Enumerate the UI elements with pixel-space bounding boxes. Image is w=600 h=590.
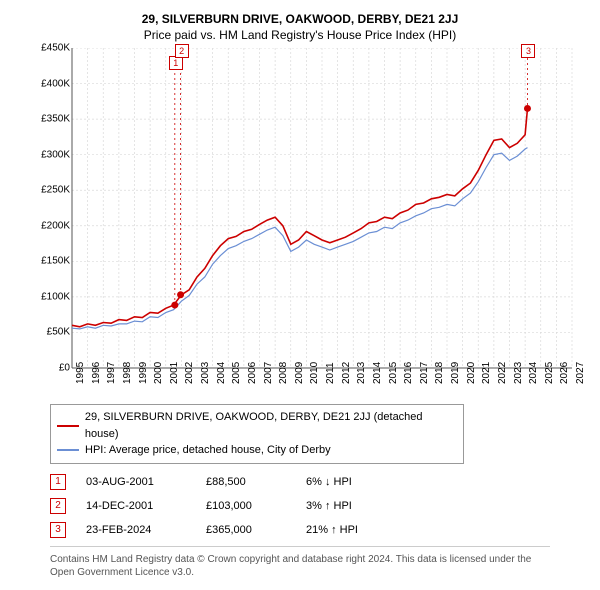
legend-label: HPI: Average price, detached house, City…: [85, 442, 331, 459]
title-address: 29, SILVERBURN DRIVE, OAKWOOD, DERBY, DE…: [10, 12, 590, 26]
x-tick-label: 2007: [263, 362, 274, 384]
transaction-list: 1 03-AUG-2001 £88,500 6% ↓ HPI 2 14-DEC-2001 £…: [50, 474, 590, 538]
x-tick-label: 2027: [575, 362, 586, 384]
x-tick-label: 2009: [294, 362, 305, 384]
transaction-date: 03-AUG-2001: [86, 476, 186, 488]
x-tick-label: 2011: [325, 362, 336, 384]
x-tick-label: 2006: [247, 362, 258, 384]
y-tick-label: £50K: [47, 327, 70, 338]
legend-swatch: [57, 449, 79, 451]
transaction-row: 2 14-DEC-2001 £103,000 3% ↑ HPI: [50, 498, 590, 514]
x-tick-label: 2005: [231, 362, 242, 384]
y-tick-label: £0: [59, 363, 70, 374]
legend-swatch: [57, 425, 79, 427]
y-tick-label: £400K: [41, 78, 70, 89]
chart-area: £0 £50K £100K £150K £200K £250K £300K £350K £400…: [20, 48, 580, 398]
transaction-marker: 3: [50, 522, 66, 538]
x-tick-label: 1998: [122, 362, 133, 384]
transaction-marker: 1: [50, 474, 66, 490]
annotation-marker: 3: [521, 44, 535, 58]
x-tick-label: 2008: [278, 362, 289, 384]
x-tick-label: 2022: [497, 362, 508, 384]
x-tick-label: 2012: [341, 362, 352, 384]
annotation-marker: 1: [169, 56, 183, 70]
transaction-price: £88,500: [206, 476, 286, 488]
x-tick-label: 2003: [200, 362, 211, 384]
transaction-date: 23-FEB-2024: [86, 524, 186, 536]
y-tick-label: £250K: [41, 185, 70, 196]
y-tick-label: £300K: [41, 149, 70, 160]
annotation-marker: 2: [175, 44, 189, 58]
y-tick-label: £150K: [41, 256, 70, 267]
legend-row: HPI: Average price, detached house, City…: [57, 442, 457, 459]
legend-row: 29, SILVERBURN DRIVE, OAKWOOD, DERBY, DE…: [57, 409, 457, 442]
footer-attribution: Contains HM Land Registry data © Crown c…: [50, 546, 550, 579]
x-tick-label: 2019: [450, 362, 461, 384]
x-tick-label: 2018: [434, 362, 445, 384]
x-tick-label: 2017: [419, 362, 430, 384]
x-tick-label: 2004: [216, 362, 227, 384]
x-tick-label: 2015: [388, 362, 399, 384]
chart-svg: [20, 48, 580, 398]
chart-container: 29, SILVERBURN DRIVE, OAKWOOD, DERBY, DE…: [0, 0, 600, 587]
x-tick-label: 2010: [309, 362, 320, 384]
x-tick-label: 2014: [372, 362, 383, 384]
transaction-marker: 2: [50, 498, 66, 514]
x-tick-label: 1997: [106, 362, 117, 384]
transaction-delta: 3% ↑ HPI: [306, 500, 406, 512]
legend: 29, SILVERBURN DRIVE, OAKWOOD, DERBY, DE…: [50, 404, 464, 464]
legend-label: 29, SILVERBURN DRIVE, OAKWOOD, DERBY, DE…: [85, 409, 457, 442]
transaction-price: £103,000: [206, 500, 286, 512]
y-tick-label: £350K: [41, 114, 70, 125]
x-tick-label: 2023: [513, 362, 524, 384]
transaction-delta: 21% ↑ HPI: [306, 524, 406, 536]
x-tick-label: 2000: [153, 362, 164, 384]
transaction-date: 14-DEC-2001: [86, 500, 186, 512]
transaction-delta: 6% ↓ HPI: [306, 476, 406, 488]
x-tick-label: 2016: [403, 362, 414, 384]
x-tick-label: 2025: [544, 362, 555, 384]
x-tick-label: 1996: [91, 362, 102, 384]
x-tick-label: 2021: [481, 362, 492, 384]
transaction-price: £365,000: [206, 524, 286, 536]
x-tick-label: 2002: [184, 362, 195, 384]
x-tick-label: 2001: [169, 362, 180, 384]
transaction-row: 1 03-AUG-2001 £88,500 6% ↓ HPI: [50, 474, 590, 490]
x-tick-label: 2024: [528, 362, 539, 384]
x-tick-label: 1995: [75, 362, 86, 384]
y-tick-label: £450K: [41, 43, 70, 54]
x-tick-label: 2013: [356, 362, 367, 384]
x-tick-label: 1999: [138, 362, 149, 384]
transaction-row: 3 23-FEB-2024 £365,000 21% ↑ HPI: [50, 522, 590, 538]
y-tick-label: £100K: [41, 291, 70, 302]
title-subtitle: Price paid vs. HM Land Registry's House …: [10, 28, 590, 42]
x-tick-label: 2026: [559, 362, 570, 384]
y-tick-label: £200K: [41, 220, 70, 231]
x-tick-label: 2020: [466, 362, 477, 384]
